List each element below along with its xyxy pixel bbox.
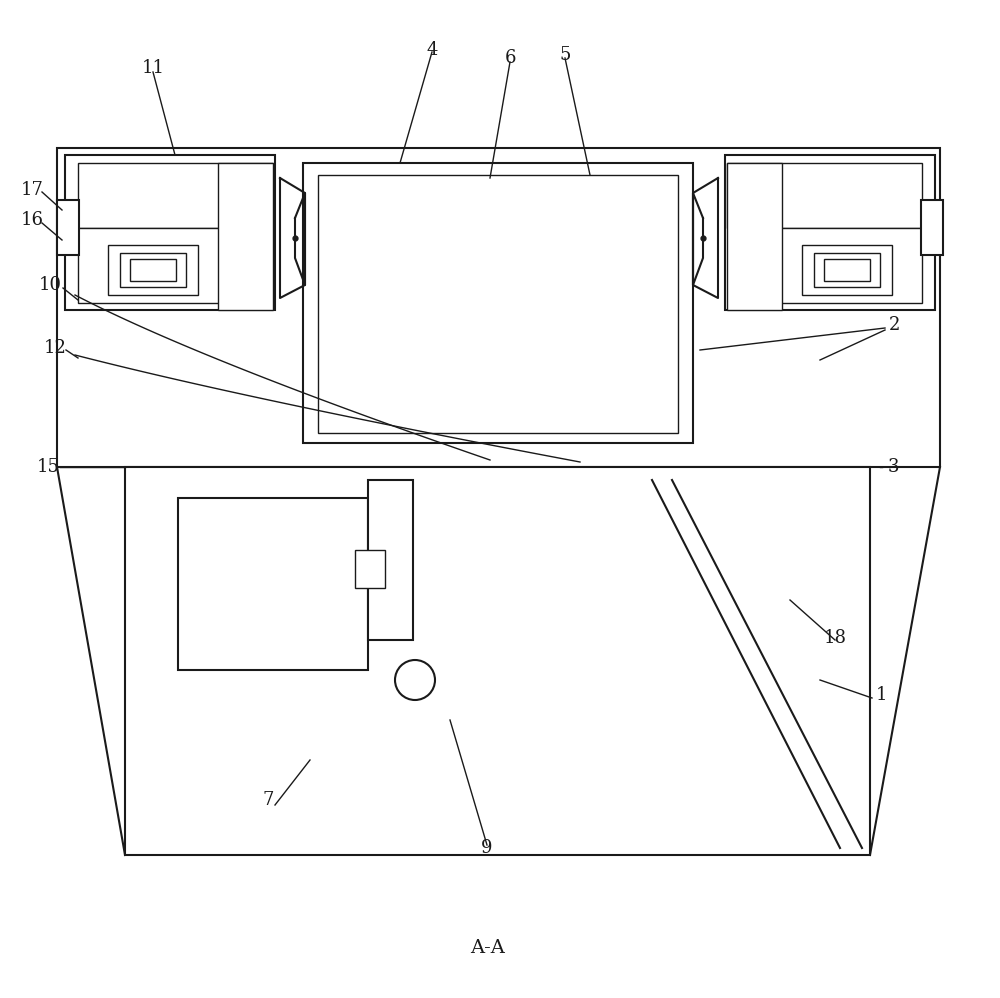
Bar — [824, 259, 870, 281]
Bar — [725, 155, 935, 310]
Bar — [57, 200, 79, 255]
Bar — [921, 200, 943, 255]
Bar — [57, 148, 940, 467]
Bar — [78, 228, 223, 303]
Bar — [303, 163, 693, 443]
Bar — [368, 480, 413, 640]
Bar — [178, 498, 368, 670]
Bar — [318, 175, 678, 433]
Bar — [125, 467, 870, 855]
Text: 9: 9 — [481, 839, 493, 857]
Bar — [727, 163, 922, 228]
Text: A-A: A-A — [471, 939, 505, 957]
Text: 17: 17 — [21, 181, 43, 199]
Bar — [108, 245, 198, 295]
Text: 11: 11 — [142, 59, 164, 77]
Bar — [727, 163, 782, 310]
Text: 15: 15 — [37, 458, 59, 476]
Text: 3: 3 — [887, 458, 899, 476]
Text: 1: 1 — [876, 686, 888, 704]
Text: 16: 16 — [20, 211, 44, 229]
Text: 12: 12 — [44, 339, 66, 357]
Bar — [814, 253, 880, 287]
Text: 4: 4 — [426, 41, 438, 59]
Bar — [65, 155, 275, 310]
Bar — [777, 228, 922, 303]
Bar — [355, 550, 385, 588]
Text: 2: 2 — [889, 316, 901, 334]
Bar — [218, 163, 273, 310]
Text: 7: 7 — [262, 791, 274, 809]
Bar — [120, 253, 186, 287]
Bar — [802, 245, 892, 295]
Text: 18: 18 — [824, 629, 846, 647]
Text: 6: 6 — [504, 49, 516, 67]
Bar — [130, 259, 176, 281]
Text: 10: 10 — [38, 276, 62, 294]
Bar — [78, 163, 273, 228]
Text: 5: 5 — [559, 46, 571, 64]
